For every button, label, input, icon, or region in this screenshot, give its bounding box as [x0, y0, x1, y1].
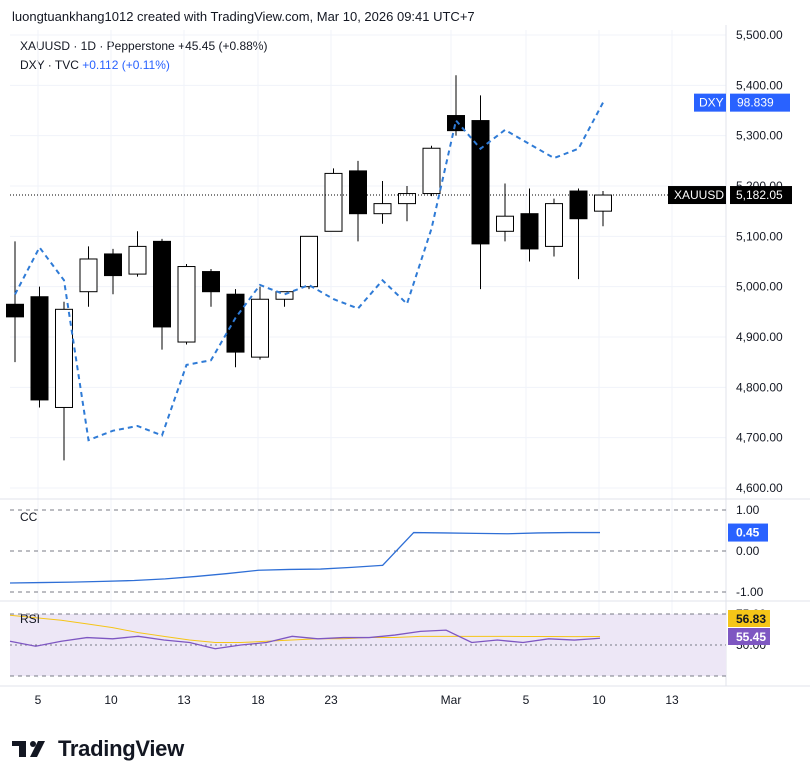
candle-bull [398, 193, 416, 205]
time-tick-label: 13 [177, 693, 191, 707]
candle-bull [275, 291, 294, 300]
candle-bull [55, 308, 73, 408]
tradingview-logo[interactable]: TradingView [12, 736, 184, 762]
price-tick-label: 5,400.00 [736, 78, 783, 92]
cc-line [9, 531, 600, 584]
rsi-pane-label: RSI [20, 612, 40, 626]
overlay-symbol-label: DXY · TVC [20, 58, 79, 72]
cc-tick-label: 0.00 [736, 544, 760, 558]
rsi-band [10, 614, 726, 676]
candle-bull [594, 194, 612, 212]
cc-value-badge-text: 0.45 [736, 526, 760, 540]
candle-bull [128, 245, 147, 275]
main-symbol-legend[interactable]: XAUUSD · 1D · Pepperstone +45.45 (+0.88%… [20, 39, 267, 53]
candle-bull [300, 235, 318, 288]
main-symbol-change: +45.45 (+0.88%) [178, 39, 268, 53]
tradingview-brand: TradingView [58, 736, 184, 761]
candle-bull [177, 266, 196, 343]
candle-bear [104, 253, 122, 277]
candle-bull [79, 258, 98, 293]
candle-bear [471, 120, 490, 245]
xauusd-price-badge-text: 5,182.05 [736, 188, 783, 202]
price-tick-label: 4,900.00 [736, 330, 783, 344]
tradingview-logo-icon [12, 741, 45, 757]
xauusd-name-badge [668, 186, 726, 205]
candle-bear [520, 213, 539, 250]
dxy-price-badge [730, 93, 790, 112]
candle-bull [373, 203, 392, 215]
candle-bear [226, 293, 245, 353]
overlay-symbol-legend[interactable]: DXY · TVC +0.112 (+0.11%) [20, 58, 170, 72]
time-tick-label: 5 [35, 693, 42, 707]
rsi-value-badge-text: 55.45 [736, 630, 766, 644]
rsi-line [9, 629, 601, 650]
candle-bear [569, 190, 588, 220]
time-axis: 5 10 13 18 23 Mar 5 10 13 [35, 693, 679, 707]
dxy-series [14, 102, 604, 442]
candle-series [6, 75, 726, 461]
time-tick-label: 23 [324, 693, 338, 707]
time-tick-label: 13 [665, 693, 679, 707]
candle-bear [202, 271, 220, 293]
candle-bull [251, 298, 269, 358]
rsi-value-badge [728, 628, 770, 645]
xauusd-price-badge [730, 186, 792, 205]
gridlines [0, 25, 810, 687]
time-tick-label: 10 [104, 693, 118, 707]
dxy-name-badge [694, 93, 726, 112]
candle-bull [545, 203, 563, 247]
candle-bull [324, 172, 343, 232]
candle-bull [422, 147, 441, 195]
cc-pane-label: CC [20, 510, 38, 524]
candle-bull [496, 215, 514, 232]
candle-bear [447, 115, 465, 132]
time-tick-label: Mar [441, 693, 462, 707]
cc-value-badge [728, 523, 768, 542]
price-tick-label: 4,600.00 [736, 481, 783, 495]
cc-tick-label: 1.00 [736, 503, 760, 517]
overlay-symbol-change: +0.112 (+0.11%) [82, 58, 170, 72]
price-tick-label: 5,300.00 [736, 129, 783, 143]
candle-bear [153, 240, 171, 328]
rsi-ma-badge [728, 610, 770, 627]
dxy-name-badge-text: DXY [699, 96, 724, 110]
price-tick-label: 5,000.00 [736, 280, 783, 294]
rsi-ma-badge-text: 56.83 [736, 612, 766, 626]
price-tick-label: 5,100.00 [736, 229, 783, 243]
price-badges: DXY 98.839 XAUUSD 5,182.05 [668, 93, 792, 205]
price-tick-label: 4,700.00 [736, 431, 783, 445]
attribution-text: luongtuankhang1012 created with TradingV… [12, 9, 475, 24]
candle-bear [6, 303, 24, 318]
xauusd-name-badge-text: XAUUSD [674, 188, 724, 202]
cc-tick-label: -1.00 [736, 585, 764, 599]
dxy-price-badge-text: 98.839 [737, 96, 774, 110]
cc-pane: 1.00 0.00 -1.00 0.45 [9, 503, 768, 599]
main-symbol-label: XAUUSD · 1D · Pepperstone [20, 39, 175, 53]
rsi-ma-line [9, 614, 601, 644]
candle-bear [349, 170, 367, 215]
time-tick-label: 18 [251, 693, 265, 707]
time-tick-label: 5 [523, 693, 530, 707]
price-tick-label: 5,500.00 [736, 28, 783, 42]
candle-bear [30, 296, 49, 401]
time-tick-label: 10 [592, 693, 606, 707]
price-tick-label: 4,800.00 [736, 380, 783, 394]
